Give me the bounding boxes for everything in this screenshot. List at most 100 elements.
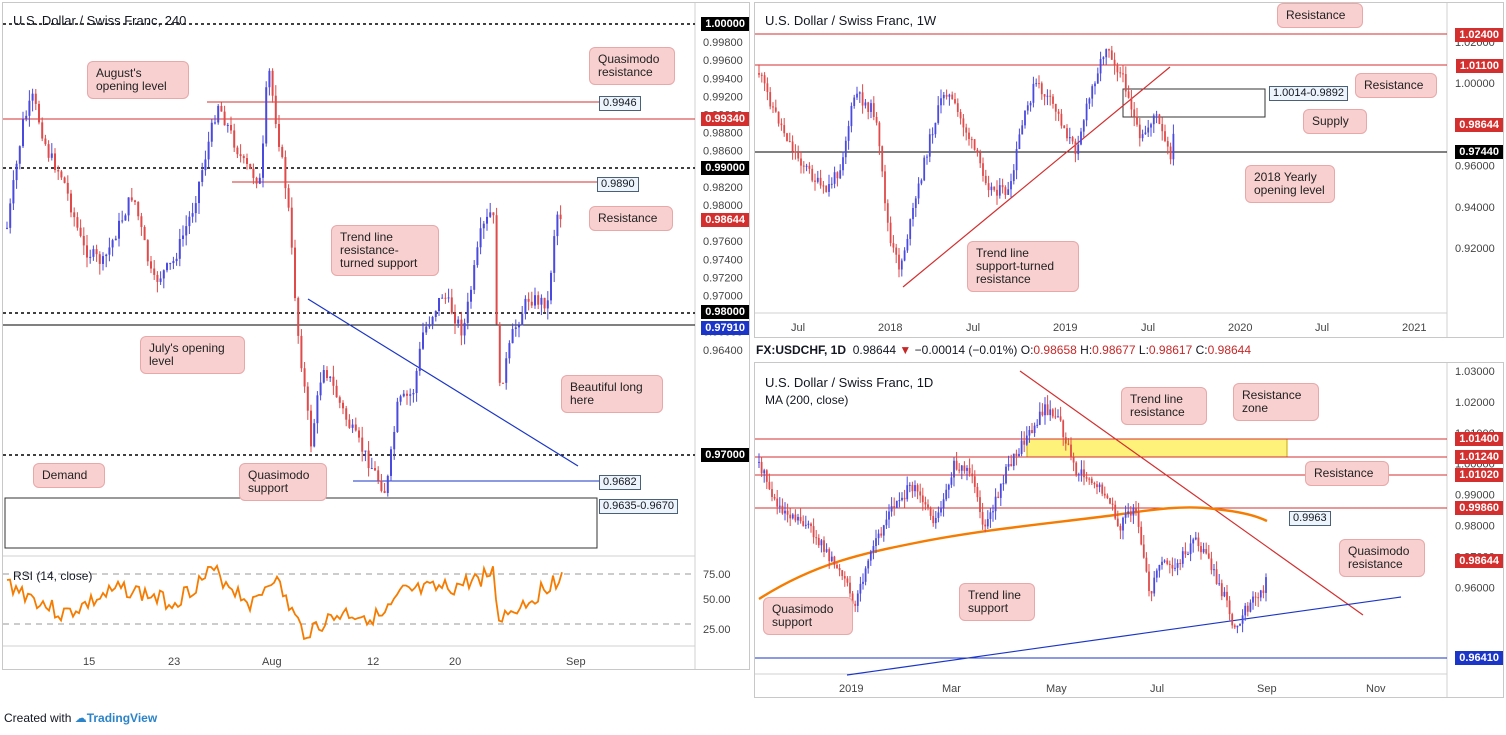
candle-body (1085, 103, 1088, 121)
price-label: 0.96410 (1455, 651, 1503, 665)
y-tick-label: 0.96000 (1455, 582, 1495, 594)
candle-body (1135, 507, 1137, 512)
candle-body (1024, 110, 1026, 126)
candle-body (846, 578, 849, 583)
y-tick-label: 0.99400 (703, 73, 743, 85)
candle-body (1197, 537, 1200, 547)
candle-body (124, 215, 127, 221)
candle-body (111, 240, 114, 248)
candle-body (476, 247, 479, 266)
candle-body (1108, 49, 1110, 51)
candle-body (1080, 469, 1083, 475)
candle-body (1077, 474, 1080, 476)
y-tick-label: 1.03000 (1455, 366, 1495, 378)
candle-body (1007, 464, 1010, 467)
y-tick-label: 0.99800 (703, 37, 743, 49)
candle-body (351, 424, 354, 428)
candle-body (1023, 440, 1026, 445)
candle-body (1147, 127, 1150, 133)
callout-quasimodo-support: Quasimodo support (763, 597, 853, 635)
candle-body (505, 358, 508, 383)
candle-body (912, 207, 914, 220)
candle-body (1166, 141, 1169, 147)
candle-body (406, 393, 408, 396)
candle-body (1122, 73, 1124, 75)
candle-body (514, 327, 517, 330)
chart-panel-4h[interactable]: 1.00000 0.99800 0.99600 0.99400 0.99200 0.990… (2, 2, 750, 670)
candle-body (1067, 443, 1070, 445)
candle-body (1119, 72, 1122, 74)
candle-body (1052, 96, 1054, 104)
candle-body (322, 370, 325, 383)
candle-body (108, 247, 111, 255)
candle-body (1138, 124, 1141, 139)
candle-body (22, 119, 24, 147)
candle-body (867, 560, 870, 569)
candle-body (1158, 564, 1161, 571)
candle-body (546, 300, 549, 309)
candle-body (836, 564, 838, 569)
candle-body (864, 102, 867, 106)
candle-body (236, 147, 239, 155)
x-tick-label: 2019 (1053, 322, 1077, 334)
candle-body (836, 172, 839, 179)
candle-body (1136, 116, 1138, 125)
y-tick-label: 0.97200 (703, 272, 743, 284)
high-value: 0.98677 (1092, 343, 1136, 357)
candle-body (518, 325, 520, 328)
candle-body (997, 496, 1000, 498)
candle-body (1262, 590, 1265, 593)
candle-body (814, 180, 816, 182)
x-tick-label: Jul (1315, 322, 1329, 334)
candle-body (12, 180, 15, 204)
candle-body (794, 151, 797, 153)
candle-body (1171, 564, 1174, 569)
candle-body (1184, 551, 1187, 555)
candle-body (255, 177, 258, 184)
callout-2018-yearly: 2018 Yearly opening level (1245, 165, 1335, 203)
candle-body (370, 468, 373, 470)
trend-line (902, 66, 1171, 288)
symbol: FX:USDCHF, 1D (756, 343, 847, 357)
candle-body (335, 385, 338, 398)
candle-body (1223, 591, 1226, 597)
close-label: C: (1195, 343, 1208, 357)
y-tick-label: 0.97600 (703, 236, 743, 248)
chart-panel-weekly[interactable]: 1.020001.000000.980000.960000.940000.920… (754, 2, 1504, 338)
candle-body (917, 183, 920, 199)
candle-body (281, 146, 284, 158)
candle-body (979, 152, 982, 164)
candle-body (1164, 131, 1166, 142)
candle-body (134, 200, 136, 202)
trend-line (307, 298, 579, 467)
candle-body (498, 324, 501, 383)
candle-body (1122, 517, 1124, 531)
callout-demand: Demand (33, 463, 105, 488)
candle-body (934, 122, 937, 135)
candle-body (239, 154, 242, 157)
candle-body (310, 410, 312, 447)
candle-body (194, 203, 197, 214)
price-label: 1.02400 (1455, 28, 1503, 42)
candle-body (70, 193, 72, 213)
candle-body (396, 401, 399, 432)
candle-body (1150, 591, 1153, 594)
candle-body (383, 490, 386, 493)
candle-body (758, 461, 760, 463)
candle-body (963, 465, 966, 471)
candle-body (201, 170, 204, 182)
candle-body (511, 329, 514, 344)
candle-body (425, 326, 428, 333)
chart-panel-daily[interactable]: 1.030001.020001.010001.000000.990000.980… (754, 362, 1504, 698)
candle-body (816, 177, 819, 182)
callout-resistance-zone: Resistance zone (1233, 383, 1319, 421)
candle-body (60, 171, 63, 178)
candle-body (1202, 548, 1205, 553)
candle-body (1257, 597, 1260, 599)
candle-body (463, 322, 466, 336)
candle-body (1007, 189, 1010, 195)
y-tick-label: 0.94000 (1455, 202, 1495, 214)
chart-weekly-svg[interactable]: 1.020001.000000.980000.960000.940000.920… (755, 3, 1504, 338)
candle-body (166, 263, 168, 271)
candle-body (1105, 49, 1108, 58)
